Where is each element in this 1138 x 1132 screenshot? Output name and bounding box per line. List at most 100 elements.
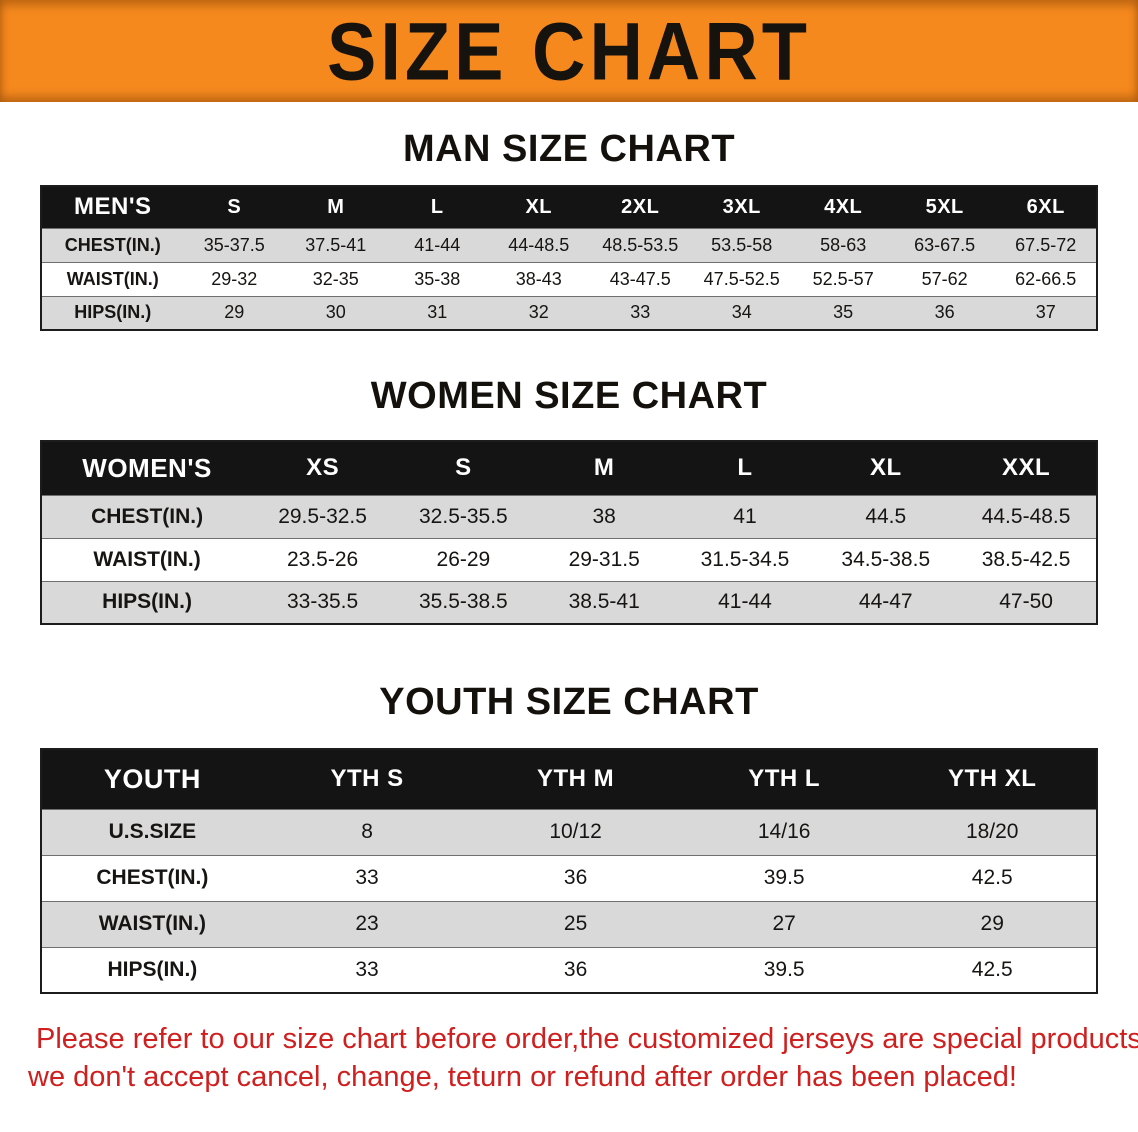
size-value: 29.5-32.5 [252, 494, 393, 538]
size-chart-page: SIZE CHART MAN SIZE CHART MEN'S S M L XL 2XL 3X… [0, 0, 1138, 1097]
women-size-chart-section: WOMEN SIZE CHART WOMEN'S XS S M L XL XXL CHEST(I… [0, 375, 1138, 625]
men-table-header-row: MEN'S S M L XL 2XL 3XL 4XL 5XL 6XL [41, 186, 1097, 228]
size-value: 37.5-41 [285, 227, 387, 262]
youth-table-title: YOUTH [41, 749, 263, 809]
size-value: 37 [995, 295, 1097, 330]
size-value: 38.5-42.5 [956, 537, 1097, 581]
size-value: 26-29 [392, 537, 534, 581]
size-value: 29 [888, 900, 1097, 947]
size-value: 38-43 [488, 261, 590, 296]
size-column-header: XXL [956, 441, 1097, 495]
size-value: 29 [183, 295, 286, 330]
size-column-header: M [533, 441, 675, 495]
table-row: HIPS(IN.) 29 30 31 32 33 34 35 36 37 [41, 295, 1097, 330]
size-value: 36 [893, 295, 996, 330]
women-size-table: WOMEN'S XS S M L XL XXL CHEST(IN.) 29.5-32.5 32.5… [40, 440, 1098, 625]
size-value: 34 [690, 295, 793, 330]
size-value: 27 [679, 900, 889, 947]
size-column-header: YTH S [262, 749, 472, 809]
size-value: 35-37.5 [183, 227, 286, 262]
table-row: WAIST(IN.) 23.5-26 26-29 29-31.5 31.5-34.5 34… [41, 537, 1097, 581]
row-label: CHEST(IN.) [41, 227, 184, 262]
size-value: 29-31.5 [533, 537, 675, 581]
table-row: CHEST(IN.) 29.5-32.5 32.5-35.5 38 41 44.5 44.5… [41, 494, 1097, 538]
size-value: 31 [386, 295, 488, 330]
size-column-header: 5XL [893, 186, 996, 228]
size-value: 39.5 [679, 946, 889, 993]
disclaimer: Please refer to our size chart before or… [0, 1020, 1138, 1097]
row-label: CHEST(IN.) [41, 854, 263, 901]
table-row: HIPS(IN.) 33-35.5 35.5-38.5 38.5-41 41-44 44-… [41, 580, 1097, 624]
size-column-header: L [386, 186, 488, 228]
table-row: CHEST(IN.) 35-37.5 37.5-41 41-44 44-48.5 48.5… [41, 227, 1097, 262]
size-column-header: XL [488, 186, 590, 228]
size-value: 36 [471, 854, 680, 901]
size-value: 47-50 [956, 580, 1097, 624]
size-column-header: XL [815, 441, 957, 495]
size-value: 39.5 [679, 854, 889, 901]
size-value: 35.5-38.5 [392, 580, 534, 624]
size-value: 33 [262, 946, 472, 993]
size-value: 43-47.5 [589, 261, 691, 296]
size-value: 44.5-48.5 [956, 494, 1097, 538]
size-value: 41-44 [674, 580, 816, 624]
size-value: 30 [285, 295, 387, 330]
size-value: 33 [589, 295, 691, 330]
size-column-header: L [674, 441, 816, 495]
size-value: 41 [674, 494, 816, 538]
size-value: 52.5-57 [792, 261, 894, 296]
size-value: 18/20 [888, 808, 1097, 855]
row-label: WAIST(IN.) [41, 261, 184, 296]
size-column-header: 6XL [995, 186, 1097, 228]
disclaimer-line-1: Please refer to our size chart before or… [36, 1023, 1138, 1055]
size-value: 23.5-26 [252, 537, 393, 581]
disclaimer-line-2: we don't accept cancel, change, teturn o… [28, 1061, 1017, 1094]
size-column-header: S [183, 186, 286, 228]
size-column-header: XS [252, 441, 393, 495]
size-value: 10/12 [471, 808, 680, 855]
size-value: 41-44 [386, 227, 488, 262]
row-label: WAIST(IN.) [41, 900, 263, 947]
size-value: 31.5-34.5 [674, 537, 816, 581]
size-column-header: YTH L [679, 749, 889, 809]
size-value: 44.5 [815, 494, 957, 538]
size-value: 53.5-58 [690, 227, 793, 262]
page-title: SIZE CHART [327, 5, 811, 97]
size-column-header: 3XL [690, 186, 793, 228]
size-value: 42.5 [888, 854, 1097, 901]
size-column-header: 4XL [792, 186, 894, 228]
men-table-title: MEN'S [41, 186, 184, 228]
row-label: HIPS(IN.) [41, 946, 263, 993]
size-value: 38.5-41 [533, 580, 675, 624]
size-value: 44-48.5 [488, 227, 590, 262]
size-column-header: S [392, 441, 534, 495]
size-column-header: 2XL [589, 186, 691, 228]
table-row: CHEST(IN.) 33 36 39.5 42.5 [41, 854, 1097, 901]
youth-chart-heading: YOUTH SIZE CHART [379, 681, 759, 723]
size-value: 42.5 [888, 946, 1097, 993]
women-table-header-row: WOMEN'S XS S M L XL XXL [41, 441, 1097, 495]
men-size-table: MEN'S S M L XL 2XL 3XL 4XL 5XL 6XL CHEST(IN.) 35-37… [40, 185, 1098, 331]
size-value: 8 [262, 808, 472, 855]
size-column-header: M [285, 186, 387, 228]
size-column-header: YTH M [471, 749, 680, 809]
size-value: 32-35 [285, 261, 387, 296]
youth-size-chart-section: YOUTH SIZE CHART YOUTH YTH S YTH M YTH L YTH … [0, 681, 1138, 994]
size-value: 29-32 [183, 261, 286, 296]
size-value: 62-66.5 [995, 261, 1097, 296]
row-label: HIPS(IN.) [41, 295, 184, 330]
size-value: 57-62 [893, 261, 996, 296]
size-value: 35 [792, 295, 894, 330]
row-label: CHEST(IN.) [41, 494, 253, 538]
size-value: 25 [471, 900, 680, 947]
youth-table-header-row: YOUTH YTH S YTH M YTH L YTH XL [41, 749, 1097, 809]
women-table-title: WOMEN'S [41, 441, 253, 495]
size-value: 58-63 [792, 227, 894, 262]
size-value: 35-38 [386, 261, 488, 296]
size-column-header: YTH XL [888, 749, 1097, 809]
table-row: U.S.SIZE 8 10/12 14/16 18/20 [41, 808, 1097, 855]
youth-size-table: YOUTH YTH S YTH M YTH L YTH XL U.S.SIZE 8 10/12… [40, 748, 1098, 994]
size-value: 63-67.5 [893, 227, 996, 262]
size-value: 34.5-38.5 [815, 537, 957, 581]
table-row: HIPS(IN.) 33 36 39.5 42.5 [41, 946, 1097, 993]
